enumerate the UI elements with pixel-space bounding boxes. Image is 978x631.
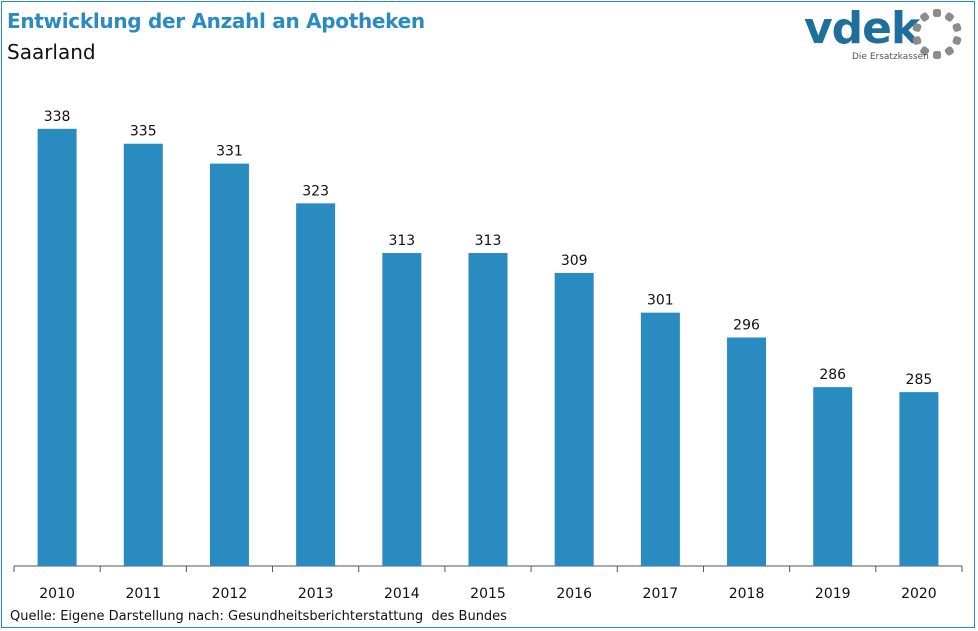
- data-label-2012: 331: [216, 144, 243, 160]
- bar-2018: [727, 337, 767, 566]
- x-tick-label-2019: 2019: [815, 586, 851, 602]
- x-axis-ticks: [13, 566, 963, 572]
- bar-2019: [813, 387, 853, 566]
- data-label-2011: 335: [130, 124, 157, 140]
- bar-2010: [37, 128, 77, 566]
- data-label-2020: 285: [906, 372, 933, 388]
- data-labels-group: 338 335 331 323 313 313 309 301 296 286 285: [44, 109, 933, 388]
- bar-2014: [382, 253, 422, 566]
- data-label-2013: 323: [302, 183, 329, 199]
- bar-2015: [468, 253, 508, 566]
- data-label-2014: 313: [388, 233, 415, 249]
- data-label-2018: 296: [733, 317, 760, 333]
- data-label-2017: 301: [647, 293, 674, 309]
- logo-ring-dot: [920, 46, 930, 56]
- logo-ring-dot: [920, 12, 930, 22]
- logo-ring-dot: [952, 23, 962, 32]
- data-label-2019: 286: [819, 367, 846, 383]
- x-tick-label-2015: 2015: [470, 586, 506, 602]
- bars-group: [37, 128, 939, 566]
- bar-2013: [296, 203, 336, 566]
- logo-ring-dot: [944, 46, 954, 56]
- dotted-ring-icon: [912, 9, 962, 59]
- logo-ring-dot: [952, 36, 962, 45]
- chart-title: Entwicklung der Anzahl an Apotheken: [7, 9, 425, 33]
- bar-2017: [640, 312, 680, 566]
- x-tick-label-2011: 2011: [125, 586, 161, 602]
- source-note: Quelle: Eigene Darstellung nach: Gesundh…: [10, 609, 507, 624]
- logo-ring-dot: [912, 23, 922, 32]
- logo-ring-dot: [933, 51, 941, 59]
- bar-2012: [209, 163, 249, 566]
- x-tick-label-2017: 2017: [643, 586, 679, 602]
- x-tick-label-2016: 2016: [556, 586, 592, 602]
- vdek-logo: vdek Die Ersatzkassen: [800, 3, 970, 64]
- data-label-2016: 309: [561, 253, 588, 269]
- category-labels-group: 2010 2011 2012 2013 2014 2015 2016 2017 2018 2019…: [39, 586, 936, 602]
- logo-tagline: Die Ersatzkassen: [852, 52, 929, 62]
- logo-ring-dot: [944, 12, 954, 22]
- chart-subtitle: Saarland: [7, 40, 96, 64]
- bar-2011: [123, 143, 163, 566]
- data-label-2010: 338: [44, 109, 71, 125]
- bar-2016: [554, 272, 594, 566]
- x-tick-label-2014: 2014: [384, 586, 420, 602]
- x-tick-label-2013: 2013: [298, 586, 334, 602]
- x-tick-label-2012: 2012: [212, 586, 248, 602]
- x-tick-label-2018: 2018: [729, 586, 765, 602]
- logo-wordmark: vdek: [804, 3, 920, 54]
- x-tick-label-2010: 2010: [39, 586, 75, 602]
- bar-2020: [899, 392, 939, 566]
- logo-ring-dot: [933, 9, 941, 17]
- data-label-2015: 313: [475, 233, 502, 249]
- logo-ring-dot: [912, 36, 922, 45]
- x-tick-label-2020: 2020: [901, 586, 937, 602]
